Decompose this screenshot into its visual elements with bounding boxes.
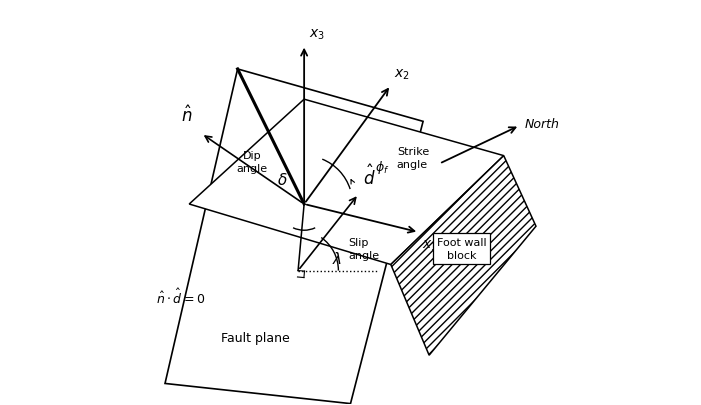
- Text: North: North: [524, 117, 559, 130]
- Text: $\lambda$: $\lambda$: [332, 251, 343, 267]
- Text: $\hat{n} \cdot \hat{d} = 0$: $\hat{n} \cdot \hat{d} = 0$: [156, 288, 205, 307]
- Text: Dip
angle: Dip angle: [236, 151, 267, 173]
- Text: $\phi_f$: $\phi_f$: [375, 159, 389, 176]
- Text: $\hat{d}$: $\hat{d}$: [362, 164, 375, 188]
- Text: Slip
angle: Slip angle: [348, 238, 380, 260]
- Text: $\hat{n}$: $\hat{n}$: [182, 106, 193, 126]
- Text: $x_1$: $x_1$: [422, 238, 438, 252]
- Polygon shape: [391, 156, 536, 355]
- Text: $\delta$: $\delta$: [277, 171, 287, 187]
- Text: $x_2$: $x_2$: [394, 68, 409, 82]
- Text: $x_3$: $x_3$: [309, 27, 325, 42]
- Polygon shape: [189, 100, 504, 265]
- Text: Foot wall
block: Foot wall block: [437, 237, 486, 260]
- Text: Fault plane: Fault plane: [222, 331, 290, 344]
- Text: Strike
angle: Strike angle: [397, 147, 429, 169]
